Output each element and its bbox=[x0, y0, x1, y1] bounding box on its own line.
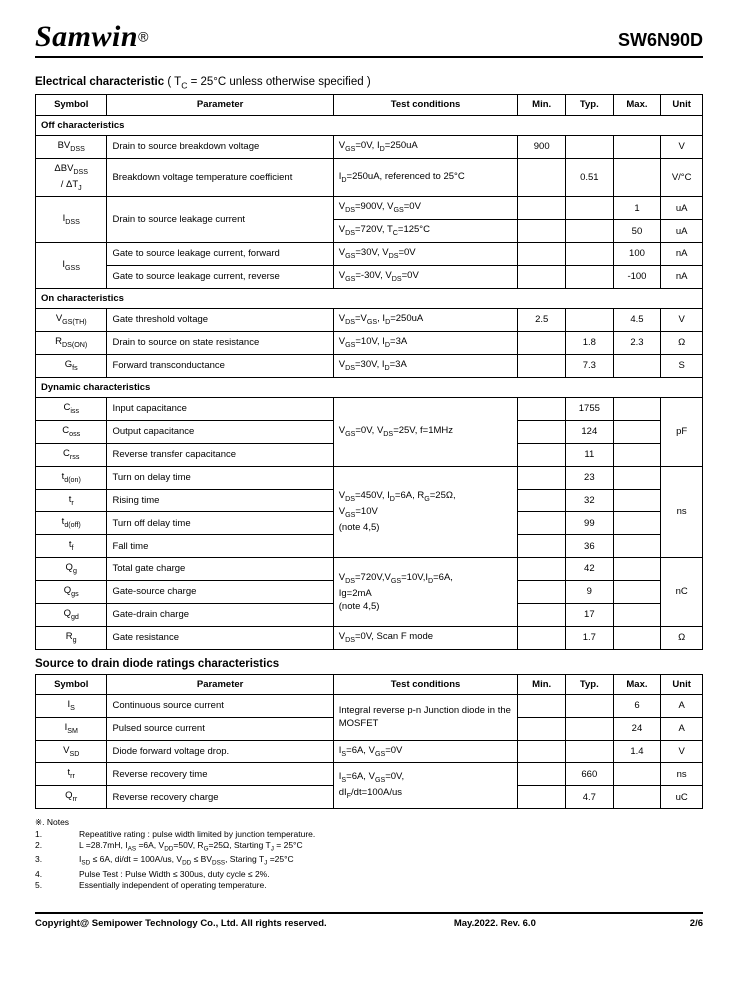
revision-date: May.2022. Rev. 6.0 bbox=[454, 918, 536, 929]
typ-cell bbox=[566, 135, 614, 158]
note-item: 2.L =28.7mH, IAS =6A, VDD=50V, RG=25Ω, S… bbox=[59, 840, 703, 854]
page-header: Samwin® SW6N90D bbox=[35, 20, 703, 58]
table-row: Qg Total gate charge VDS=720V,VGS=10V,ID… bbox=[36, 558, 703, 581]
unit-cell: V bbox=[661, 135, 703, 158]
table-row: IGSS Gate to source leakage current, for… bbox=[36, 243, 703, 266]
registered-icon: ® bbox=[138, 29, 148, 45]
param-cell: Breakdown voltage temperature coefficien… bbox=[107, 158, 333, 197]
table-row: Gfs Forward transconductance VDS=30V, ID… bbox=[36, 354, 703, 377]
param-cell: Drain to source leakage current bbox=[107, 197, 333, 243]
logo-block: Samwin® bbox=[35, 20, 148, 54]
subhead-dynamic: Dynamic characteristics bbox=[36, 377, 703, 397]
cond-cell: VDS=720V, TC=125°C bbox=[333, 220, 518, 243]
min-cell: 900 bbox=[518, 135, 566, 158]
part-number: SW6N90D bbox=[618, 30, 703, 51]
electrical-characteristics-table: Symbol Parameter Test conditions Min. Ty… bbox=[35, 94, 703, 649]
table-row: td(on) Turn on delay time VDS=450V, ID=6… bbox=[36, 466, 703, 489]
table-row: BVDSS Drain to source breakdown voltage … bbox=[36, 135, 703, 158]
cond-cell: ID=250uA, referenced to 25°C bbox=[333, 158, 518, 197]
table-row: Ciss Input capacitance VGS=0V, VDS=25V, … bbox=[36, 398, 703, 421]
note-item: 3.ISD ≤ 6A, di/dt = 100A/us, VDD ≤ BVDSS… bbox=[59, 854, 703, 868]
col-conditions: Test conditions bbox=[333, 95, 518, 115]
notes-title: ※. Notes bbox=[35, 817, 703, 828]
table-row: Gate to source leakage current, reverse … bbox=[36, 266, 703, 289]
section-electrical-title: Electrical characteristic ( TC = 25°C un… bbox=[35, 76, 703, 90]
copyright-text: Copyright@ Semipower Technology Co., Ltd… bbox=[35, 918, 327, 929]
max-cell bbox=[613, 135, 661, 158]
page-footer: Copyright@ Semipower Technology Co., Ltd… bbox=[35, 912, 703, 929]
table-row: VSD Diode forward voltage drop. IS=6A, V… bbox=[36, 740, 703, 763]
page-number: 2/6 bbox=[663, 918, 703, 929]
note-item: 4.Pulse Test : Pulse Width ≤ 300us, duty… bbox=[59, 869, 703, 880]
section-diode-title: Source to drain diode ratings characteri… bbox=[35, 658, 703, 670]
note-item: 1.Repeatitive rating : pulse width limit… bbox=[59, 829, 703, 840]
col-typ: Typ. bbox=[566, 95, 614, 115]
subhead-off: Off characteristics bbox=[36, 115, 703, 135]
note-item: 5.Essentially independent of operating t… bbox=[59, 880, 703, 891]
symbol-cell: IDSS bbox=[36, 197, 107, 243]
cond-cell: VGS=0V, ID=250uA bbox=[333, 135, 518, 158]
param-cell: Drain to source breakdown voltage bbox=[107, 135, 333, 158]
table-row: ΔBVDSS/ ΔTJ Breakdown voltage temperatur… bbox=[36, 158, 703, 197]
table-row: IDSS Drain to source leakage current VDS… bbox=[36, 197, 703, 220]
param-cell: Gate to source leakage current, reverse bbox=[107, 266, 333, 289]
table-header-row: Symbol Parameter Test conditions Min. Ty… bbox=[36, 674, 703, 694]
table-row: Rg Gate resistance VDS=0V, Scan F mode 1… bbox=[36, 626, 703, 649]
symbol-cell: IGSS bbox=[36, 243, 107, 289]
col-unit: Unit bbox=[661, 95, 703, 115]
table-row: VGS(TH) Gate threshold voltage VDS=VGS, … bbox=[36, 309, 703, 332]
diode-ratings-table: Symbol Parameter Test conditions Min. Ty… bbox=[35, 674, 703, 810]
symbol-cell: BVDSS bbox=[36, 135, 107, 158]
col-max: Max. bbox=[613, 95, 661, 115]
notes-block: ※. Notes 1.Repeatitive rating : pulse wi… bbox=[35, 817, 703, 891]
col-symbol: Symbol bbox=[36, 95, 107, 115]
subhead-on: On characteristics bbox=[36, 288, 703, 308]
brand-logo: Samwin bbox=[35, 20, 138, 53]
param-cell: Gate to source leakage current, forward bbox=[107, 243, 333, 266]
table-row: IS Continuous source current Integral re… bbox=[36, 694, 703, 717]
col-parameter: Parameter bbox=[107, 95, 333, 115]
cond-cell: VGS=-30V, VDS=0V bbox=[333, 266, 518, 289]
notes-list: 1.Repeatitive rating : pulse width limit… bbox=[35, 829, 703, 892]
cond-cell: VGS=30V, VDS=0V bbox=[333, 243, 518, 266]
table-row: RDS(ON) Drain to source on state resista… bbox=[36, 332, 703, 355]
col-min: Min. bbox=[518, 95, 566, 115]
table-row: trr Reverse recovery time IS=6A, VGS=0V,… bbox=[36, 763, 703, 786]
cond-cell: VDS=900V, VGS=0V bbox=[333, 197, 518, 220]
table-header-row: Symbol Parameter Test conditions Min. Ty… bbox=[36, 95, 703, 115]
symbol-cell: ΔBVDSS/ ΔTJ bbox=[36, 158, 107, 197]
